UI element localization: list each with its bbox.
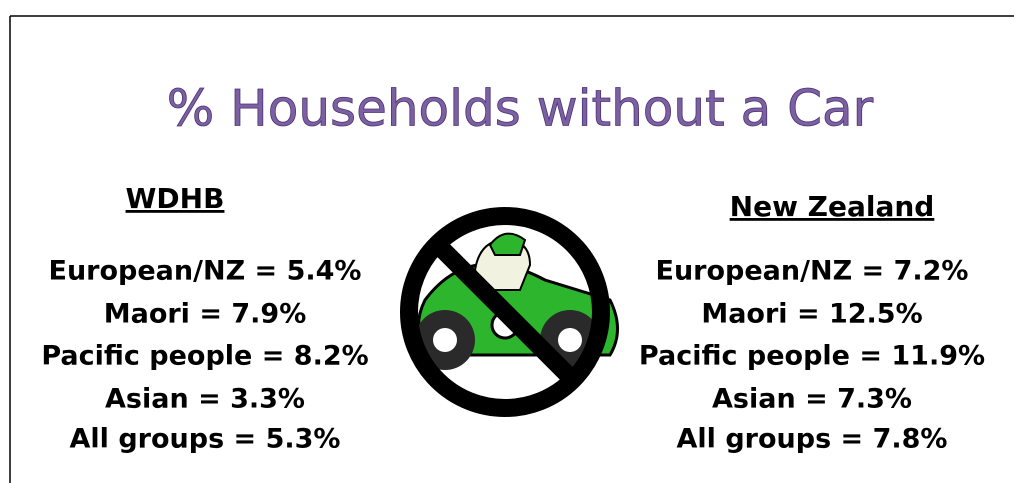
right-heading: New Zealand bbox=[730, 190, 935, 223]
right-item: European/NZ = 7.2% bbox=[656, 256, 969, 287]
left-item: European/NZ = 5.4% bbox=[49, 256, 362, 287]
title: % Households without a Car bbox=[167, 80, 874, 138]
right-item: All groups = 7.8% bbox=[677, 424, 948, 455]
slide: % Households without a Car WDHB New Zeal… bbox=[0, 0, 1014, 483]
right-item: Asian = 7.3% bbox=[712, 384, 912, 415]
right-item: Maori = 12.5% bbox=[701, 299, 922, 330]
left-item: Maori = 7.9% bbox=[104, 299, 307, 330]
left-heading: WDHB bbox=[126, 182, 225, 215]
left-item: Pacific people = 8.2% bbox=[41, 341, 368, 372]
left-item: All groups = 5.3% bbox=[70, 424, 341, 455]
left-item: Asian = 3.3% bbox=[105, 384, 305, 415]
right-item: Pacific people = 11.9% bbox=[639, 341, 985, 372]
